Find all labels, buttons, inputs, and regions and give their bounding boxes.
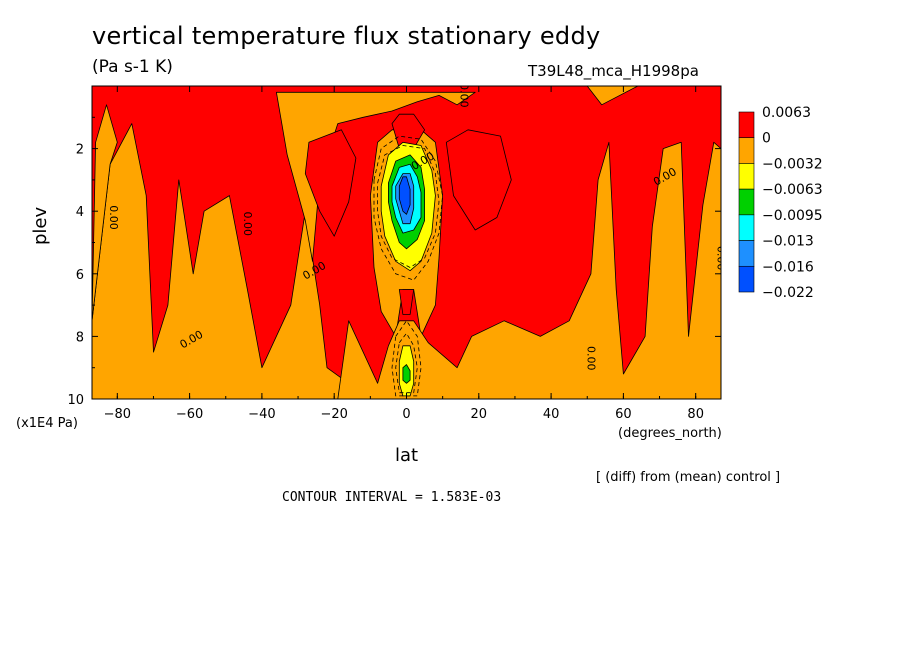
x-tick-label: 40: [543, 407, 560, 422]
x-tick-label: −40: [248, 407, 275, 422]
x-tick-label: 80: [687, 407, 704, 422]
contour-region-near_zero: [275, 91, 476, 262]
y-tick-label: 4: [76, 205, 84, 220]
y-tick-label: 8: [76, 330, 84, 345]
colorbar-label: 0: [762, 131, 771, 147]
y-tick-label: 10: [67, 393, 84, 408]
contour-region-positive: [398, 289, 415, 315]
contour-region-neg2: [402, 364, 411, 384]
colorbar-swatch: [738, 111, 755, 139]
colorbar-swatch: [738, 265, 755, 293]
chart-units: (Pa s-1 K): [92, 57, 173, 77]
colorbar-label: −0.0032: [762, 156, 823, 172]
contour-region-positive: [445, 129, 512, 231]
colorbar-swatch: [738, 188, 755, 216]
contour-label: 0.00: [458, 83, 471, 108]
x-tick-label: −20: [320, 407, 347, 422]
diff-note: [ (diff) from (mean) control ]: [596, 470, 781, 485]
contour-label: 0.00: [714, 246, 727, 271]
x-tick-label: 0: [402, 407, 410, 422]
y-tick-label: 2: [76, 143, 84, 158]
colorbar-label: −0.022: [762, 285, 814, 301]
x-axis-unit: (degrees_north): [618, 426, 722, 441]
colorbar-label: −0.0063: [762, 182, 823, 198]
colorbar-swatch: [738, 240, 755, 267]
contour-region-neg5: [398, 176, 411, 215]
x-tick-label: 60: [615, 407, 632, 422]
colorbar-label: −0.0095: [762, 208, 823, 224]
contour-interval: CONTOUR INTERVAL = 1.583E-03: [282, 490, 502, 505]
colorbar-label: 0.0063: [762, 105, 811, 121]
chart-title: vertical temperature flux stationary edd…: [92, 22, 601, 50]
colorbar-swatch: [738, 137, 755, 164]
contour-region-near_zero: [92, 123, 371, 399]
contour-region-near_zero: [586, 86, 639, 106]
colorbar-label: −0.016: [762, 259, 814, 275]
dashed-contour-line: [377, 145, 440, 268]
dashed-contour-line: [391, 320, 422, 397]
contour-region-positive: [304, 129, 357, 237]
y-axis-scale-note: (x1E4 Pa): [16, 416, 78, 431]
contour-label: 0.00: [107, 205, 120, 230]
x-axis-label: lat: [395, 445, 419, 466]
run-id: T39L48_mca_H1998pa: [528, 62, 699, 80]
contour-label: 0.00: [584, 346, 597, 371]
dashed-contour-line: [395, 332, 418, 394]
x-tick-label: −60: [176, 407, 203, 422]
contour-label: 0.00: [241, 211, 254, 236]
contour-region-near_zero: [337, 141, 721, 399]
contour-region-near_zero: [92, 104, 118, 322]
dashed-contour-line: [373, 135, 444, 281]
y-tick-label: 6: [76, 268, 84, 283]
x-tick-label: 20: [471, 407, 488, 422]
colorbar-label: −0.013: [762, 234, 814, 250]
x-tick-label: −80: [104, 407, 131, 422]
colorbar-swatch: [738, 163, 755, 190]
colorbar-swatch: [738, 214, 755, 241]
